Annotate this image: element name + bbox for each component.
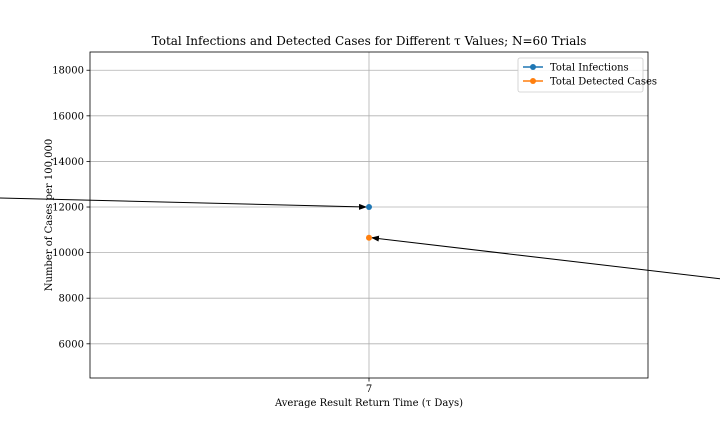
legend-swatch-marker: [530, 78, 536, 84]
chart-title: Total Infections and Detected Cases for …: [152, 34, 587, 48]
y-tick-label: 16000: [52, 111, 84, 122]
grid: [90, 52, 648, 378]
series: [366, 204, 372, 241]
y-tick-label: 18000: [52, 66, 84, 77]
legend-box: [517, 57, 644, 93]
x-axis-label: Average Result Return Time (τ Days): [274, 398, 463, 409]
y-tick-label: 8000: [59, 294, 84, 305]
annotation-arrow: [371, 235, 720, 280]
legend-label: Total Infections: [550, 63, 629, 74]
y-tick-label: 10000: [52, 248, 84, 259]
y-axis-label: Number of Cases per 100,000: [44, 139, 55, 291]
data-point-series-1: [366, 204, 372, 211]
y-tick-label: 14000: [52, 157, 84, 168]
annotations: [0, 197, 720, 280]
y-tick-label: 6000: [59, 339, 84, 350]
y-tick-label: 12000: [52, 203, 84, 214]
legend-label: Total Detected Cases: [550, 77, 657, 88]
data-point-series-2: [366, 234, 372, 241]
annotation-arrow: [0, 197, 367, 210]
legend-swatch-marker: [530, 64, 536, 70]
x-axis: 7: [366, 378, 372, 395]
y-axis: 6000 8000 10000 12000 14000 16000 18000: [52, 66, 90, 350]
x-tick-label: 7: [366, 384, 372, 395]
legend: Total Infections Total Detected Cases: [517, 57, 657, 93]
